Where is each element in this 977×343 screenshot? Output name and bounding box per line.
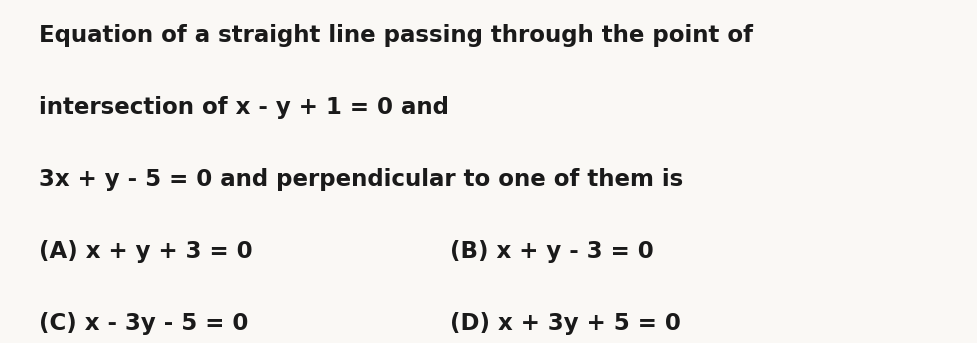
Text: (D) x + 3y + 5 = 0: (D) x + 3y + 5 = 0 [449,312,680,335]
Text: (B) x + y - 3 = 0: (B) x + y - 3 = 0 [449,240,653,263]
Text: intersection of x - y + 1 = 0 and: intersection of x - y + 1 = 0 and [39,96,448,119]
Text: (A) x + y + 3 = 0: (A) x + y + 3 = 0 [39,240,252,263]
Text: Equation of a straight line passing through the point of: Equation of a straight line passing thro… [39,24,752,47]
Text: (C) x - 3y - 5 = 0: (C) x - 3y - 5 = 0 [39,312,248,335]
Text: 3x + y - 5 = 0 and perpendicular to one of them is: 3x + y - 5 = 0 and perpendicular to one … [39,168,683,191]
